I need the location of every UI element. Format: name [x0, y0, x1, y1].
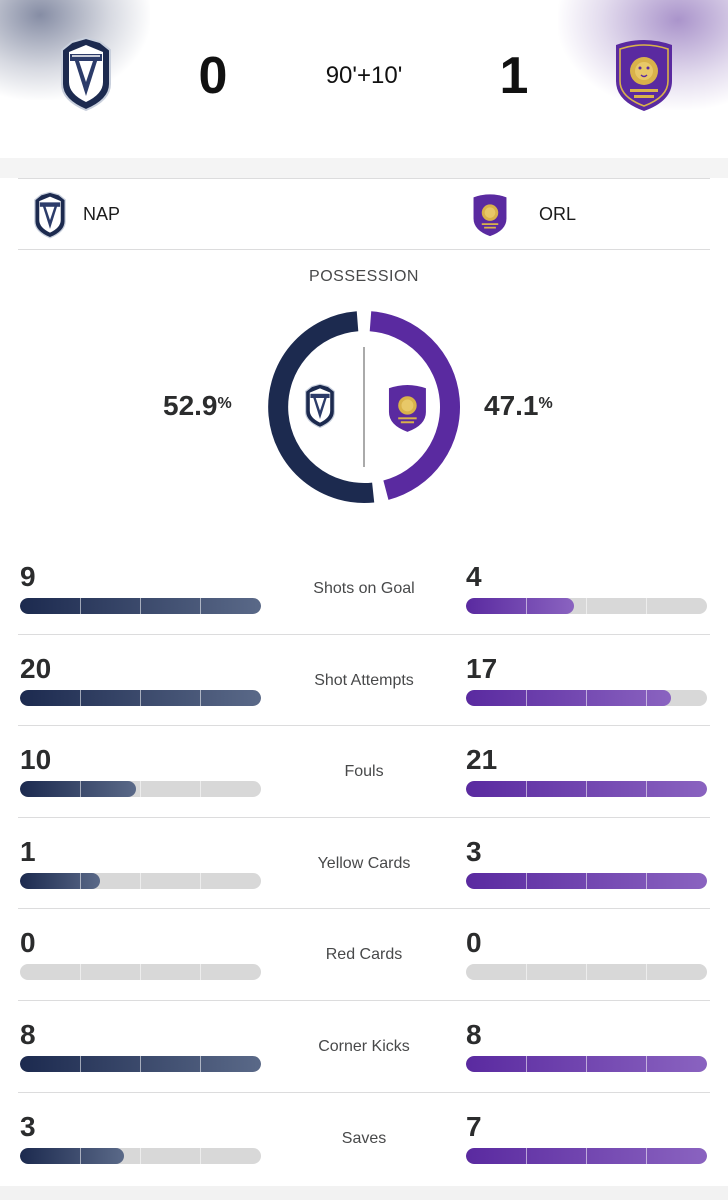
stat-label: Saves [341, 1129, 387, 1147]
home-stat-value: 8 [20, 1018, 36, 1050]
away-stat-value: 3 [466, 835, 482, 867]
home-stat-bar [20, 872, 261, 889]
away-stat-bar-fill [466, 689, 671, 706]
stat-label: Shots on Goal [313, 580, 415, 597]
team-header-row: NAP ORL [18, 178, 710, 250]
away-stat-value: 7 [466, 1110, 482, 1142]
home-stat-value: 1 [20, 835, 36, 867]
home-stat-bar-fill [20, 872, 100, 889]
home-stat-bar [20, 1147, 261, 1164]
away-stat-bar [466, 1147, 707, 1164]
stat-label: Fouls [344, 763, 384, 781]
away-stat-bar [466, 598, 707, 614]
away-stat-value: 21 [466, 744, 498, 776]
home-stat-bar [20, 598, 261, 614]
home-stat-bar-fill [20, 1147, 124, 1164]
stat-label: Red Cards [325, 946, 403, 964]
stat-label: Yellow Cards [317, 854, 411, 872]
away-stat-value: 4 [466, 561, 482, 592]
away-possession-arc [369, 311, 460, 500]
possession-donut-chart [268, 311, 460, 503]
stat-label: Shot Attempts [314, 671, 414, 689]
home-stat-value: 20 [20, 652, 52, 684]
home-stat-value: 10 [20, 744, 52, 776]
naples-crest-icon[interactable] [56, 36, 116, 112]
orlando-city-lion-crest-icon[interactable] [610, 37, 678, 113]
away-stat-bar [466, 872, 707, 889]
away-stat-value: 17 [466, 652, 498, 684]
away-score: 1 [499, 47, 529, 105]
home-stat-bar [20, 689, 261, 706]
orlando-city-lion-crest-icon [388, 384, 426, 432]
home-stat-value: 3 [20, 1110, 36, 1142]
stat-row: 9 Shots on Goal 4 [18, 543, 710, 635]
scoreboard-header: 0 90'+10' 1 [0, 0, 728, 158]
home-possession-value: 52.9% [163, 390, 232, 421]
home-stat-bar-fill [20, 781, 136, 798]
home-possession-arc [268, 311, 375, 503]
home-stat-bar [20, 781, 261, 798]
away-stat-bar [466, 964, 707, 981]
away-stat-bar [466, 1055, 707, 1072]
naples-crest-icon [305, 383, 336, 429]
orlando-city-lion-crest-icon [473, 194, 507, 237]
home-team-abbr: NAP [83, 204, 121, 224]
stat-row: 20 Shot Attempts 17 [18, 635, 710, 727]
stat-row: 1 Yellow Cards 3 [18, 818, 710, 910]
section-divider [0, 158, 728, 178]
away-stat-bar-fill [466, 598, 575, 614]
away-possession-value: 47.1% [484, 390, 553, 421]
home-stat-value: 9 [20, 561, 36, 592]
team-stats-list: 9 Shots on Goal 4 20 Shot Attempts 17 10 Fouls 2… [18, 543, 710, 1184]
stat-row: 8 Corner Kicks 8 [18, 1001, 710, 1093]
home-stat-value: 0 [20, 927, 36, 959]
away-team-abbr: ORL [539, 204, 577, 224]
stat-row: 10 Fouls 21 [18, 726, 710, 818]
home-stat-bar [20, 1055, 261, 1072]
away-stat-bar [466, 689, 707, 706]
stat-label: Corner Kicks [318, 1037, 410, 1055]
naples-crest-icon [34, 191, 66, 239]
away-stat-value: 8 [466, 1018, 482, 1050]
match-clock: 90'+10' [325, 62, 403, 89]
bottom-divider [0, 1186, 728, 1200]
stat-row: 3 Saves 7 [18, 1093, 710, 1185]
home-stat-bar [20, 964, 261, 981]
home-score: 0 [198, 47, 228, 105]
away-stat-value: 0 [466, 927, 482, 959]
possession-title: POSSESSION [309, 268, 419, 285]
stat-row: 0 Red Cards 0 [18, 909, 710, 1001]
away-stat-bar [466, 781, 707, 798]
